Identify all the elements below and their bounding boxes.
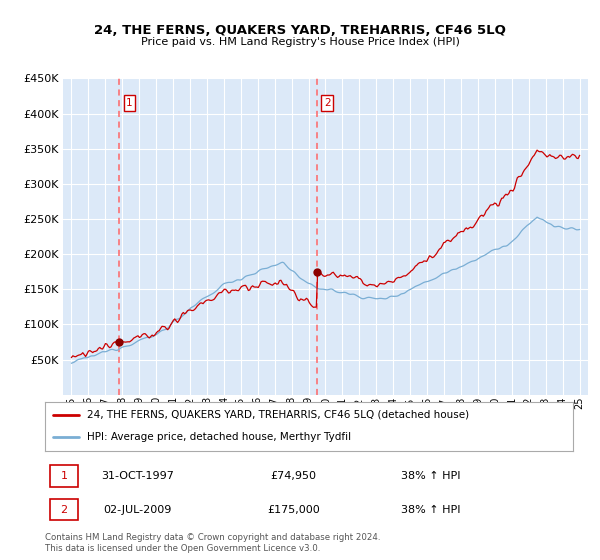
Text: 2: 2 [61,505,68,515]
Text: 24, THE FERNS, QUAKERS YARD, TREHARRIS, CF46 5LQ (detached house): 24, THE FERNS, QUAKERS YARD, TREHARRIS, … [87,410,469,420]
Text: HPI: Average price, detached house, Merthyr Tydfil: HPI: Average price, detached house, Mert… [87,432,352,442]
Text: 24, THE FERNS, QUAKERS YARD, TREHARRIS, CF46 5LQ: 24, THE FERNS, QUAKERS YARD, TREHARRIS, … [94,24,506,38]
Text: 1: 1 [126,98,133,108]
Text: 1: 1 [61,471,68,481]
Text: £74,950: £74,950 [270,471,316,481]
Text: Contains HM Land Registry data © Crown copyright and database right 2024.
This d: Contains HM Land Registry data © Crown c… [45,533,380,553]
Text: 38% ↑ HPI: 38% ↑ HPI [401,471,460,481]
FancyBboxPatch shape [50,465,78,487]
Text: Price paid vs. HM Land Registry's House Price Index (HPI): Price paid vs. HM Land Registry's House … [140,37,460,47]
FancyBboxPatch shape [50,498,78,520]
Text: 2: 2 [324,98,331,108]
Text: £175,000: £175,000 [267,505,320,515]
Text: 31-OCT-1997: 31-OCT-1997 [101,471,174,481]
Text: 38% ↑ HPI: 38% ↑ HPI [401,505,460,515]
Text: 02-JUL-2009: 02-JUL-2009 [103,505,172,515]
